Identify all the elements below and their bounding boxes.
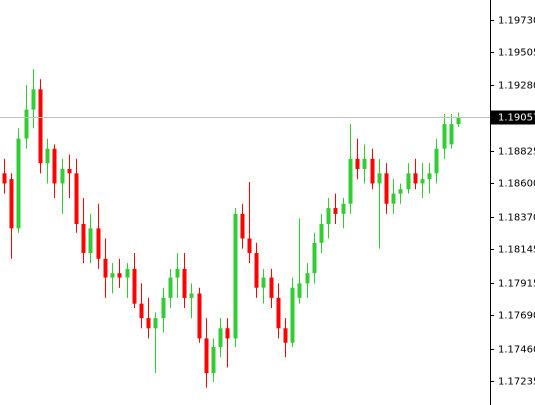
candle-body [377, 173, 382, 184]
current-price-label: 1.19057 [498, 113, 535, 124]
candle-body [2, 173, 7, 184]
candle-body [269, 277, 274, 298]
candle-body [146, 318, 151, 329]
candle-body [370, 158, 375, 184]
candle-body [74, 173, 79, 225]
candle-body [9, 179, 14, 229]
candle-body [16, 138, 21, 229]
candle-body [24, 109, 29, 139]
candle-body [197, 293, 202, 339]
candle-body [182, 268, 187, 298]
candle-body [434, 148, 439, 174]
candle-body [204, 338, 209, 374]
y-tick-label: 1.18145 [498, 245, 535, 256]
candle-body [420, 179, 425, 184]
y-tick-label: 1.17460 [498, 345, 535, 356]
y-tick-label: 1.19505 [498, 48, 535, 59]
y-tick-label: 1.18600 [498, 179, 535, 190]
candle-body [103, 258, 108, 278]
current-price-box [491, 110, 535, 125]
candle-body [326, 208, 331, 225]
candle-body [261, 277, 266, 288]
y-tick-label: 1.19280 [498, 81, 535, 92]
candle-body [449, 124, 454, 145]
candle-body [233, 213, 238, 339]
candle-body [96, 228, 101, 259]
candle-body [125, 268, 130, 278]
candle-body [254, 252, 259, 288]
candle-body [391, 193, 396, 204]
candle-body [305, 273, 310, 284]
candle-body [290, 287, 295, 343]
candle-body [427, 173, 432, 180]
candle-body [52, 148, 57, 184]
candle-body [168, 277, 173, 298]
candle-body [117, 273, 122, 278]
candle-body [312, 242, 317, 274]
y-tick-label: 1.18825 [498, 147, 535, 158]
candle-body [67, 168, 72, 174]
candle-body [31, 89, 36, 110]
candle-body [132, 268, 137, 304]
candle-body [398, 189, 403, 194]
candle-body [406, 173, 411, 190]
candle-body [189, 293, 194, 298]
candle-body [45, 148, 50, 164]
candle-body [413, 173, 418, 184]
candle-body [60, 168, 65, 184]
candle-body [240, 213, 245, 239]
candle-body [38, 89, 43, 164]
candle-body [81, 224, 86, 253]
candle-body [153, 318, 158, 329]
candle-body [161, 297, 166, 319]
y-tick-label: 1.18370 [498, 213, 535, 224]
candle-body [297, 283, 302, 298]
candle-body [362, 158, 367, 169]
candle-body [110, 273, 115, 278]
candle-body [384, 173, 389, 204]
candle-body [247, 238, 252, 253]
y-tick-label: 1.17915 [498, 279, 535, 290]
candle-body [442, 124, 447, 149]
candle-body [319, 224, 324, 243]
y-tick-label: 1.17690 [498, 311, 535, 322]
candle-body [175, 268, 180, 278]
candle-body [333, 208, 338, 214]
candle-body [276, 297, 281, 329]
candle-body [211, 347, 216, 374]
y-tick-label: 1.17235 [498, 377, 535, 388]
candle-body [348, 158, 353, 204]
candle-body [355, 158, 360, 169]
candle-body [225, 328, 230, 339]
candle-body [218, 328, 223, 348]
candle-body [283, 328, 288, 343]
candle-body [139, 303, 144, 319]
candle-body [456, 117, 461, 125]
y-tick-label: 1.19730 [498, 16, 535, 27]
candle-body [88, 228, 93, 253]
candle-body [341, 203, 346, 214]
